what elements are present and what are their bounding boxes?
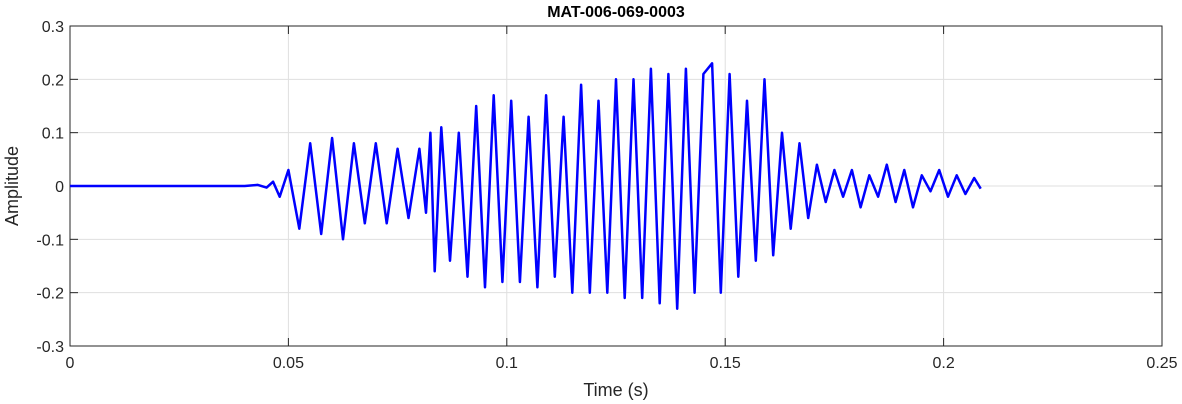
y-axis-label: Amplitude — [2, 146, 22, 226]
series-line — [70, 62, 982, 310]
y-tick-label: -0.1 — [36, 232, 64, 249]
y-tick-label: -0.3 — [36, 339, 64, 356]
tick-marks — [69, 25, 1163, 347]
x-tick-label: 0.25 — [1146, 355, 1177, 372]
x-tick-labels: 0 0.05 0.1 0.15 0.2 0.25 — [66, 355, 1178, 372]
y-tick-labels: -0.3 -0.2 -0.1 0 0.1 0.2 0.3 — [36, 19, 64, 356]
x-tick-label: 0 — [66, 355, 75, 372]
x-tick-label: 0.1 — [496, 355, 518, 372]
y-tick-label: 0.2 — [42, 72, 64, 89]
y-tick-label: 0.3 — [42, 19, 64, 36]
chart-title: MAT-006-069-0003 — [547, 4, 685, 21]
x-tick-label: 0.15 — [710, 355, 741, 372]
y-tick-label: 0 — [55, 179, 64, 196]
x-tick-label: 0.2 — [932, 355, 954, 372]
x-tick-label: 0.05 — [273, 355, 304, 372]
series-group — [70, 62, 982, 310]
y-tick-label: 0.1 — [42, 126, 64, 143]
y-tick-label: -0.2 — [36, 286, 64, 303]
x-axis-label: Time (s) — [583, 380, 648, 400]
